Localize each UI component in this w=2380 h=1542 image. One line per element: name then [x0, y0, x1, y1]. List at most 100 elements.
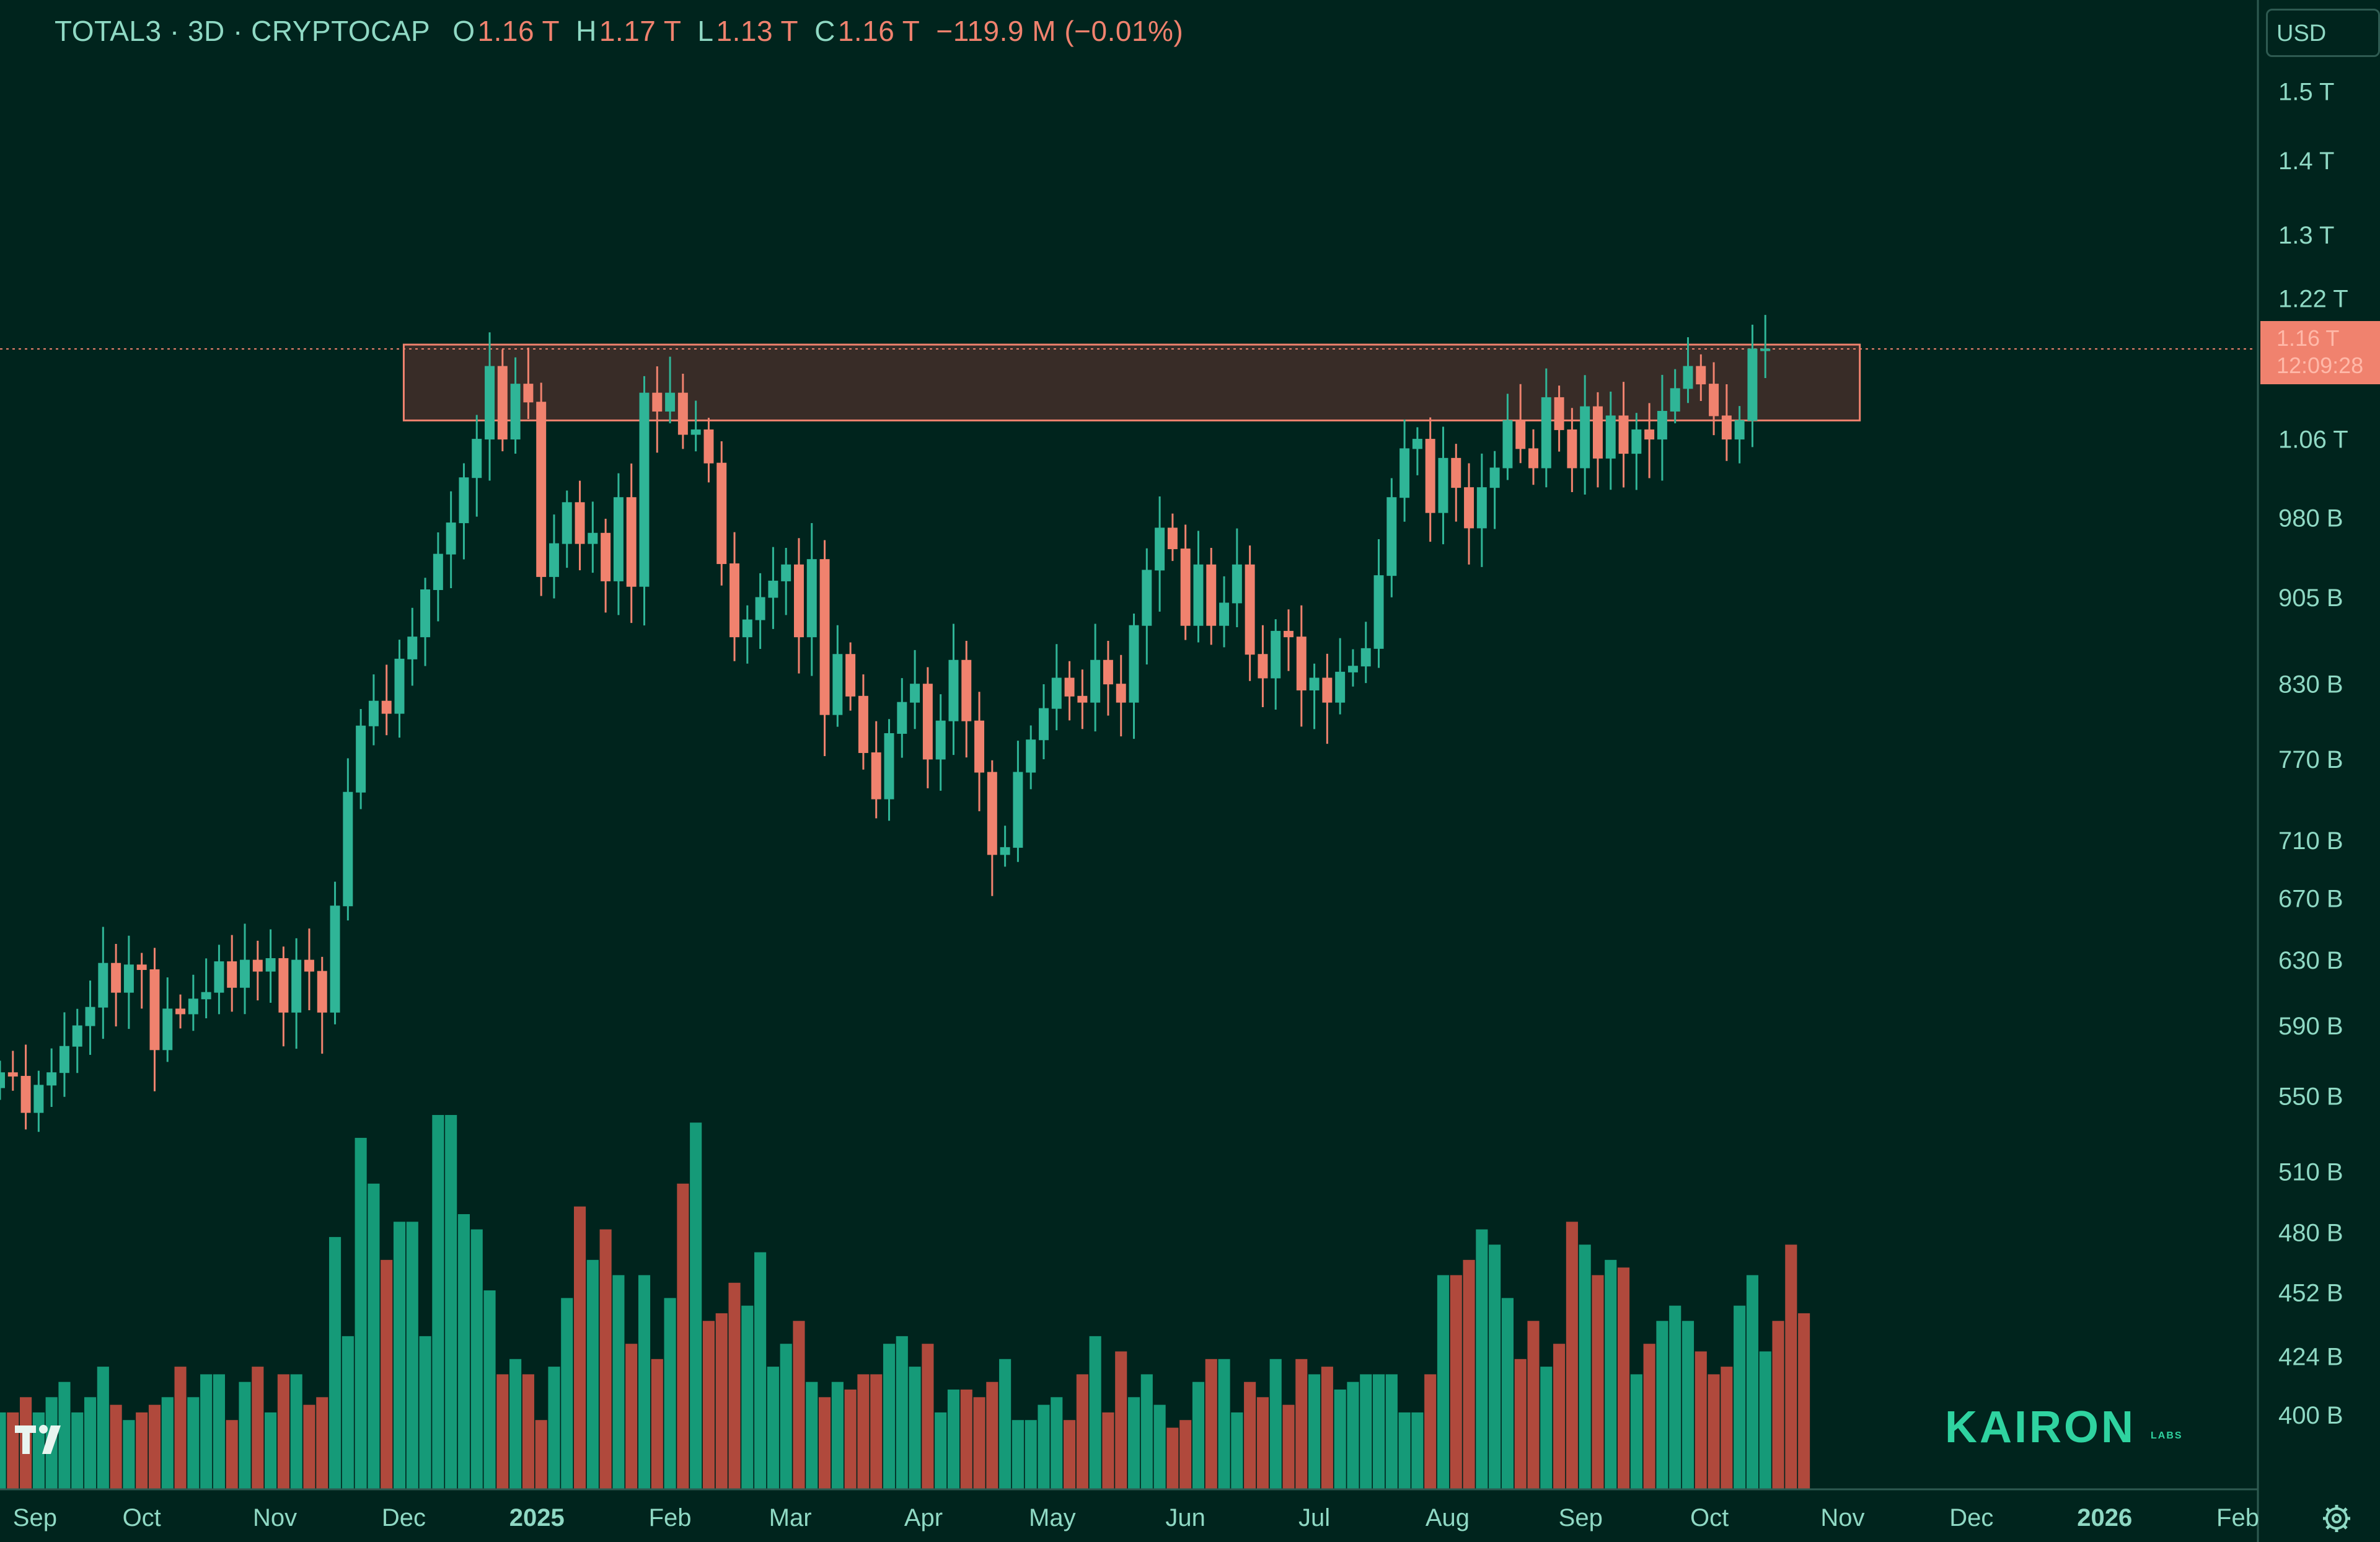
candle-body [1322, 677, 1333, 703]
candle-body [240, 959, 250, 988]
volume-bar [625, 1344, 638, 1489]
volume-bar [1282, 1404, 1295, 1489]
candle-body [793, 564, 804, 638]
candle-body [536, 402, 547, 577]
candle-body [703, 429, 714, 464]
price-tick-label: 710 B [2278, 827, 2343, 855]
candle-body [613, 497, 624, 581]
candle-body [922, 684, 933, 760]
candle-body [1657, 411, 1667, 440]
candle-body [652, 392, 663, 412]
gear-icon[interactable] [2318, 1500, 2355, 1540]
volume-bar [470, 1229, 483, 1489]
volume-bar [174, 1367, 187, 1489]
volume-bar [818, 1397, 831, 1489]
candle-body [1709, 384, 1719, 416]
volume-bar [97, 1367, 109, 1489]
volume-bar [342, 1336, 354, 1489]
candle-body [601, 532, 611, 581]
high-value: 1.17 T [599, 15, 682, 47]
volume-bar [793, 1321, 805, 1489]
volume-bar [213, 1374, 225, 1489]
candle-body [523, 384, 534, 403]
volume-bar [638, 1275, 651, 1489]
candle-body [1155, 527, 1165, 571]
candle-body [1451, 457, 1461, 488]
candle-body [1696, 366, 1706, 385]
volume-bar [1269, 1359, 1282, 1489]
candle-body [201, 992, 211, 1000]
last-price-value: 1.16 T [2276, 325, 2340, 351]
candle-body [85, 1007, 95, 1026]
high-key: H [576, 15, 597, 47]
candle-body [1399, 448, 1410, 498]
volume-bar [935, 1412, 947, 1489]
volume-bar [457, 1214, 470, 1489]
candle-body [433, 553, 443, 591]
price-tick-label: 830 B [2278, 671, 2343, 698]
volume-bar [1192, 1381, 1205, 1489]
candle-body [1502, 420, 1513, 469]
candle-body [497, 366, 508, 440]
candle-body [1476, 487, 1487, 529]
volume-bar [1772, 1321, 1784, 1489]
time-tick-label: Dec [1949, 1504, 1993, 1531]
symbol-header: TOTAL3 · 3D · CRYPTOCAP O1.16 T H1.17 T … [55, 11, 1183, 51]
volume-bar [1437, 1275, 1450, 1489]
volume-bar [226, 1420, 238, 1489]
volume-bar [1463, 1259, 1475, 1489]
resistance-zone [402, 343, 1861, 421]
volume-bar [883, 1344, 896, 1489]
candle-body [1090, 659, 1101, 703]
volume-bar [754, 1252, 767, 1489]
volume-bar [328, 1236, 342, 1489]
volume-bar [1140, 1374, 1153, 1489]
volume-bar [1398, 1412, 1411, 1489]
price-tick-label: 1.22 T [2278, 286, 2348, 313]
price-tick-label: 550 B [2278, 1083, 2343, 1110]
tradingview-logo-icon[interactable] [12, 1421, 82, 1463]
candle-body [330, 905, 340, 1013]
time-tick-label: Feb [2216, 1504, 2259, 1531]
candle-body [729, 563, 740, 638]
candle-body [742, 619, 752, 638]
candle-body [1721, 415, 1732, 440]
price-tick-label: 770 B [2278, 746, 2343, 773]
volume-bar [1334, 1390, 1346, 1489]
volume-bar [1102, 1412, 1114, 1489]
volume-bar [419, 1336, 431, 1489]
volume-bar [1514, 1359, 1527, 1489]
candle-body [1193, 564, 1204, 626]
candle-body [420, 589, 431, 638]
volume-bar [393, 1222, 406, 1489]
volume-bar [767, 1367, 779, 1489]
volume-bar [1166, 1427, 1179, 1489]
volume-bar [1681, 1321, 1695, 1489]
volume-bar [1038, 1404, 1050, 1489]
candle-body [123, 964, 134, 993]
volume-bar [1256, 1397, 1269, 1489]
volume-bar [1579, 1245, 1591, 1489]
candle-body [175, 1008, 186, 1015]
candle-body [7, 1072, 18, 1077]
volume-bar [664, 1298, 676, 1489]
volume-bar [1540, 1367, 1553, 1489]
volume-bar [806, 1381, 818, 1489]
price-tick-label: 905 B [2278, 584, 2343, 612]
volume-bar [999, 1359, 1011, 1489]
volume-bar [1321, 1367, 1333, 1489]
time-tick-label: Sep [1559, 1504, 1603, 1531]
candle-body [368, 700, 379, 726]
candle-body [884, 733, 894, 800]
currency-button[interactable]: USD [2266, 9, 2380, 57]
volume-bar [1076, 1374, 1088, 1489]
volume-bar [1089, 1336, 1101, 1489]
volume-bar [1798, 1313, 1810, 1489]
candle-body [1309, 677, 1320, 690]
candle-body [136, 964, 147, 971]
last-price-label: 1.16 T 12:09:28 [2260, 321, 2380, 384]
candle-body [46, 1072, 57, 1086]
symbol-name[interactable]: TOTAL3 · 3D · CRYPTOCAP [55, 15, 431, 47]
